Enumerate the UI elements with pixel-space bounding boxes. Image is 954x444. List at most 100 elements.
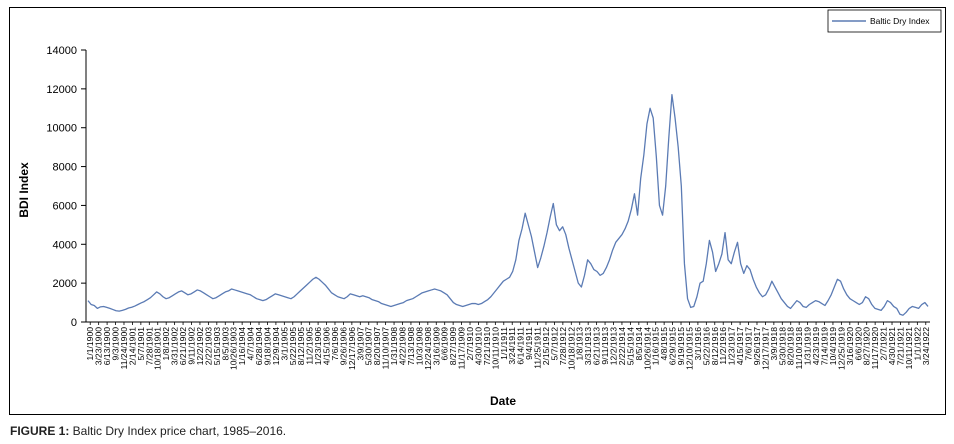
x-tick-label: 6/28/1904 <box>254 327 264 365</box>
y-tick-label: 12000 <box>46 84 77 96</box>
x-tick-label: 5/22/1905 <box>288 327 298 365</box>
bdi-chart: 0 2000 4000 6000 8000 10000 12000 14000 1/1/190… <box>17 9 942 408</box>
x-tick-label: 7/28/1912 <box>558 327 568 365</box>
x-tick-label: 3/23/1900 <box>94 327 104 365</box>
x-tick-label: 4/15/1906 <box>322 327 332 365</box>
y-axis: 0 2000 4000 6000 8000 10000 12000 14000 <box>46 45 87 329</box>
x-tick-label: 10/26/1903 <box>229 327 239 370</box>
figure-caption-label: FIGURE 1: <box>10 424 70 438</box>
x-tick-label: 3/24/1922 <box>921 327 931 365</box>
x-tick-label: 3/9/1918 <box>769 327 779 361</box>
x-tick-label: 4/30/1921 <box>887 327 897 365</box>
x-tick-label: 2/14/1901 <box>127 327 137 365</box>
series-line-baltic-dry-index <box>87 94 929 316</box>
x-tick-label: 12/9/1904 <box>271 327 281 365</box>
x-tick-label: 8/12/1916 <box>710 327 720 365</box>
x-tick-label: 10/11/1921 <box>904 327 914 370</box>
x-tick-label: 1/8/1913 <box>575 327 585 361</box>
x-tick-label: 5/15/1914 <box>625 327 635 365</box>
x-tick-label: 8/12/1905 <box>296 327 306 365</box>
y-axis-label: BDI Index <box>17 162 31 218</box>
y-tick-label: 6000 <box>53 200 77 212</box>
y-tick-label: 8000 <box>53 162 77 174</box>
x-tick-label: 7/21/1910 <box>482 327 492 365</box>
x-tick-label: 12/2/1902 <box>195 327 205 365</box>
x-tick-label: 5/30/1918 <box>777 327 787 365</box>
x-tick-label: 12/2/1913 <box>609 327 619 365</box>
x-tick-label: 3/31/1902 <box>170 327 180 365</box>
x-tick-label: 1/1/1922 <box>912 327 922 361</box>
x-tick-label: 5/7/1901 <box>136 327 146 361</box>
x-tick-label: 8/20/1907 <box>372 327 382 365</box>
x-tick-label: 1/16/1915 <box>651 327 661 365</box>
x-tick-label: 11/17/1909 <box>457 327 467 370</box>
x-tick-label: 3/24/1911 <box>507 327 517 365</box>
x-tick-label: 12/24/1908 <box>423 327 433 370</box>
legend-box <box>827 9 942 33</box>
figure-caption: FIGURE 1: Baltic Dry Index price chart, … <box>10 424 286 438</box>
x-tick-label: 1/16/1904 <box>237 327 247 365</box>
x-tick-label: 10/26/1914 <box>642 327 652 370</box>
x-tick-label: 4/15/1917 <box>735 327 745 365</box>
x-tick-label: 9/26/1906 <box>338 327 348 365</box>
x-tick-label: 7/28/1901 <box>144 327 154 365</box>
x-tick-label: 10/18/1901 <box>153 327 163 370</box>
x-tick-label: 5/22/1916 <box>701 327 711 365</box>
x-tick-label: 9/4/1911 <box>524 327 534 360</box>
x-tick-label: 3/16/1909 <box>431 327 441 365</box>
y-tick-label: 4000 <box>53 239 77 251</box>
x-tick-label: 1/31/1919 <box>803 327 813 365</box>
x-tick-label: 11/2/1905 <box>305 327 315 365</box>
x-tick-label: 1/1/1911 <box>499 327 509 360</box>
x-tick-label: 3/1/1905 <box>279 327 289 361</box>
x-tick-label: 11/2/1916 <box>718 327 728 365</box>
x-tick-label: 8/20/1918 <box>786 327 796 365</box>
x-tick-label: 7/14/1919 <box>820 327 830 365</box>
y-tick-label: 10000 <box>46 123 77 135</box>
x-tick-label: 4/8/1915 <box>659 327 669 361</box>
x-tick-label: 3/31/1913 <box>583 327 593 365</box>
legend-label: Baltic Dry Index <box>870 16 930 26</box>
x-tick-label: 6/14/1911 <box>516 327 526 365</box>
x-tick-label: 4/7/1904 <box>246 327 256 361</box>
x-tick-label: 6/29/1915 <box>668 327 678 365</box>
x-tick-label: 1/31/1908 <box>389 327 399 365</box>
x-tick-label: 1/8/1902 <box>161 327 171 361</box>
x-tick-label: 1/1/1900 <box>85 327 95 361</box>
x-tick-label: 9/11/1902 <box>187 327 197 365</box>
x-tick-label: 6/13/1900 <box>102 327 112 365</box>
x-tick-label: 1/23/1906 <box>313 327 323 365</box>
x-tick-label: 6/6/1909 <box>440 327 450 361</box>
x-tick-label: 9/18/1904 <box>262 327 272 365</box>
x-axis-label: Date <box>490 394 516 408</box>
x-tick-label: 11/10/1918 <box>794 327 804 370</box>
x-tick-label: 3/1/1916 <box>693 327 703 361</box>
x-tick-label: 4/22/1908 <box>398 327 408 365</box>
legend: Baltic Dry Index <box>827 9 942 33</box>
x-tick-label: 7/21/1921 <box>895 327 905 365</box>
x-tick-label: 9/3/1900 <box>111 327 121 361</box>
y-tick-label: 14000 <box>46 45 77 57</box>
x-tick-label: 8/5/1903 <box>220 327 230 361</box>
x-tick-label: 3/9/1907 <box>355 327 365 361</box>
x-tick-label: 9/26/1917 <box>752 327 762 365</box>
x-tick-label: 2/15/1912 <box>541 327 551 365</box>
x-tick-label: 5/30/1907 <box>364 327 374 365</box>
x-tick-label: 4/23/1919 <box>811 327 821 365</box>
x-tick-label: 2/7/1910 <box>465 327 475 361</box>
x-tick-label: 2/7/1921 <box>879 327 889 361</box>
x-tick-label: 9/11/1913 <box>600 327 610 365</box>
x-tick-label: 2/22/1914 <box>617 327 627 365</box>
x-tick-label: 7/6/1917 <box>744 327 754 361</box>
x-tick-label: 10/3/1908 <box>414 327 424 365</box>
y-tick-label: 2000 <box>53 278 77 290</box>
figure-caption-text: Baltic Dry Index price chart, 1985–2016. <box>69 424 287 438</box>
x-tick-label: 2/22/1903 <box>203 327 213 365</box>
x-tick-label: 8/27/1920 <box>862 327 872 365</box>
x-tick-label: 10/4/1919 <box>828 327 838 365</box>
x-tick-label: 11/10/1907 <box>381 327 391 370</box>
x-axis: 1/1/19003/23/19006/13/19009/3/190011/24/… <box>85 321 931 370</box>
x-tick-label: 7/6/1906 <box>330 327 340 361</box>
x-tick-label: 12/17/1906 <box>347 327 357 370</box>
x-tick-label: 11/25/1911 <box>533 327 543 369</box>
